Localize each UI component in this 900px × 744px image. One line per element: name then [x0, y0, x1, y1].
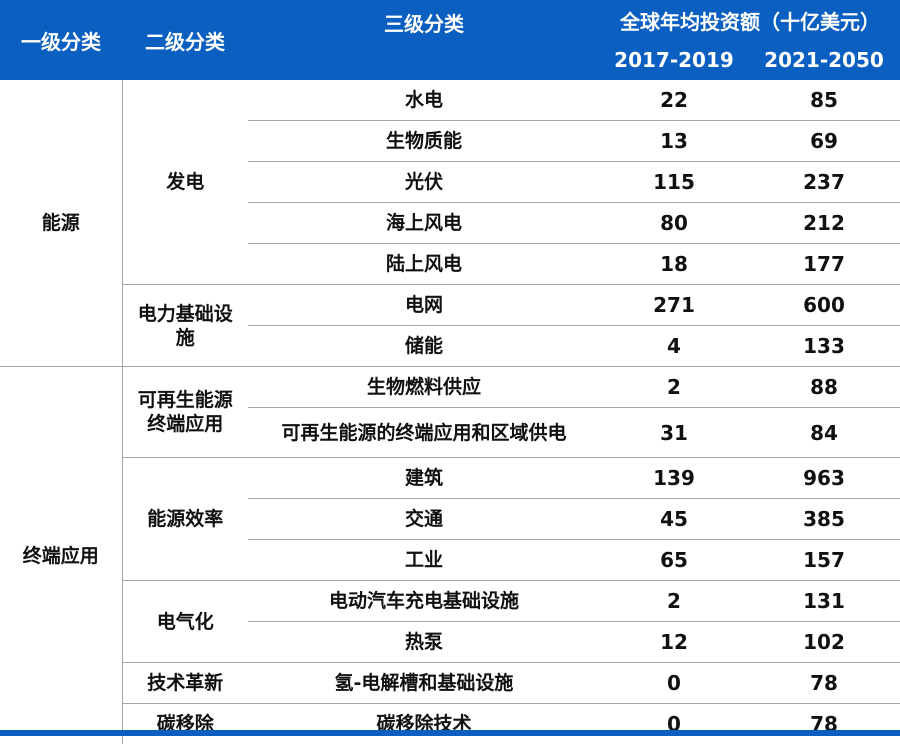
level2-power-infrastructure-label: 电力基础设施	[137, 302, 233, 350]
category-cell: 生物质能	[248, 121, 600, 162]
level2-renewable-end-use-label: 可再生能源终端应用	[137, 388, 233, 436]
value-2017-2019: 0	[600, 704, 748, 744]
category-cell: 热泵	[248, 622, 600, 663]
category-cell: 电动汽车充电基础设施	[248, 581, 600, 622]
level2-generation: 发电	[122, 80, 248, 285]
table-header: 一级分类 二级分类 三级分类 全球年均投资额（十亿美元） 2017-2019 2…	[0, 0, 900, 80]
header-period-2017-2019: 2017-2019	[600, 40, 748, 80]
level2-carbon-removal: 碳移除	[122, 704, 248, 744]
value-2017-2019: 45	[600, 499, 748, 540]
value-2021-2050: 600	[748, 285, 900, 326]
header-investment: 全球年均投资额（十亿美元）	[600, 0, 900, 40]
level1-energy: 能源	[0, 80, 122, 367]
value-2017-2019: 2	[600, 581, 748, 622]
header-level2: 二级分类	[122, 0, 248, 80]
level2-tech-innovation: 技术革新	[122, 663, 248, 704]
header-level3: 三级分类	[248, 0, 600, 80]
category-cell: 氢-电解槽和基础设施	[248, 663, 600, 704]
table-row: 能源 发电 水电 22 85	[0, 80, 900, 121]
value-2021-2050: 177	[748, 244, 900, 285]
table-row: 能源效率 建筑 139 963	[0, 458, 900, 499]
value-2021-2050: 69	[748, 121, 900, 162]
category-cell: 可再生能源的终端应用和区域供电	[248, 408, 600, 458]
category-cell: 工业	[248, 540, 600, 581]
header-level1: 一级分类	[0, 0, 122, 80]
category-cell: 碳移除技术	[248, 704, 600, 744]
value-2017-2019: 65	[600, 540, 748, 581]
value-2021-2050: 157	[748, 540, 900, 581]
value-2021-2050: 78	[748, 704, 900, 744]
level2-energy-efficiency: 能源效率	[122, 458, 248, 581]
value-2017-2019: 2	[600, 367, 748, 408]
value-2017-2019: 13	[600, 121, 748, 162]
value-2021-2050: 133	[748, 326, 900, 367]
value-2017-2019: 31	[600, 408, 748, 458]
level2-electrification: 电气化	[122, 581, 248, 663]
table-body: 能源 发电 水电 22 85 生物质能 13 69 光伏 115 237 海上风…	[0, 80, 900, 744]
table-row: 电气化 电动汽车充电基础设施 2 131	[0, 581, 900, 622]
table-row: 终端应用 可再生能源终端应用 生物燃料供应 2 88	[0, 367, 900, 408]
category-cell: 陆上风电	[248, 244, 600, 285]
category-cell: 海上风电	[248, 203, 600, 244]
category-cell: 生物燃料供应	[248, 367, 600, 408]
value-2017-2019: 0	[600, 663, 748, 704]
category-cell: 建筑	[248, 458, 600, 499]
value-2017-2019: 80	[600, 203, 748, 244]
value-2017-2019: 115	[600, 162, 748, 203]
category-cell: 储能	[248, 326, 600, 367]
category-cell: 水电	[248, 80, 600, 121]
value-2021-2050: 131	[748, 581, 900, 622]
table-row: 碳移除 碳移除技术 0 78	[0, 704, 900, 744]
value-2017-2019: 139	[600, 458, 748, 499]
value-2021-2050: 237	[748, 162, 900, 203]
level2-renewable-end-use: 可再生能源终端应用	[122, 367, 248, 458]
value-2021-2050: 88	[748, 367, 900, 408]
table-bottom-rule	[0, 730, 900, 736]
value-2021-2050: 385	[748, 499, 900, 540]
level1-end-use: 终端应用	[0, 367, 122, 744]
value-2021-2050: 963	[748, 458, 900, 499]
value-2021-2050: 85	[748, 80, 900, 121]
category-cell: 交通	[248, 499, 600, 540]
value-2021-2050: 102	[748, 622, 900, 663]
value-2017-2019: 22	[600, 80, 748, 121]
category-cell: 光伏	[248, 162, 600, 203]
value-2017-2019: 271	[600, 285, 748, 326]
header-period-2021-2050: 2021-2050	[748, 40, 900, 80]
value-2017-2019: 12	[600, 622, 748, 663]
category-cell: 电网	[248, 285, 600, 326]
table-row: 技术革新 氢-电解槽和基础设施 0 78	[0, 663, 900, 704]
value-2017-2019: 4	[600, 326, 748, 367]
value-2021-2050: 212	[748, 203, 900, 244]
table-row: 电力基础设施 电网 271 600	[0, 285, 900, 326]
level2-power-infrastructure: 电力基础设施	[122, 285, 248, 367]
value-2021-2050: 78	[748, 663, 900, 704]
value-2021-2050: 84	[748, 408, 900, 458]
value-2017-2019: 18	[600, 244, 748, 285]
